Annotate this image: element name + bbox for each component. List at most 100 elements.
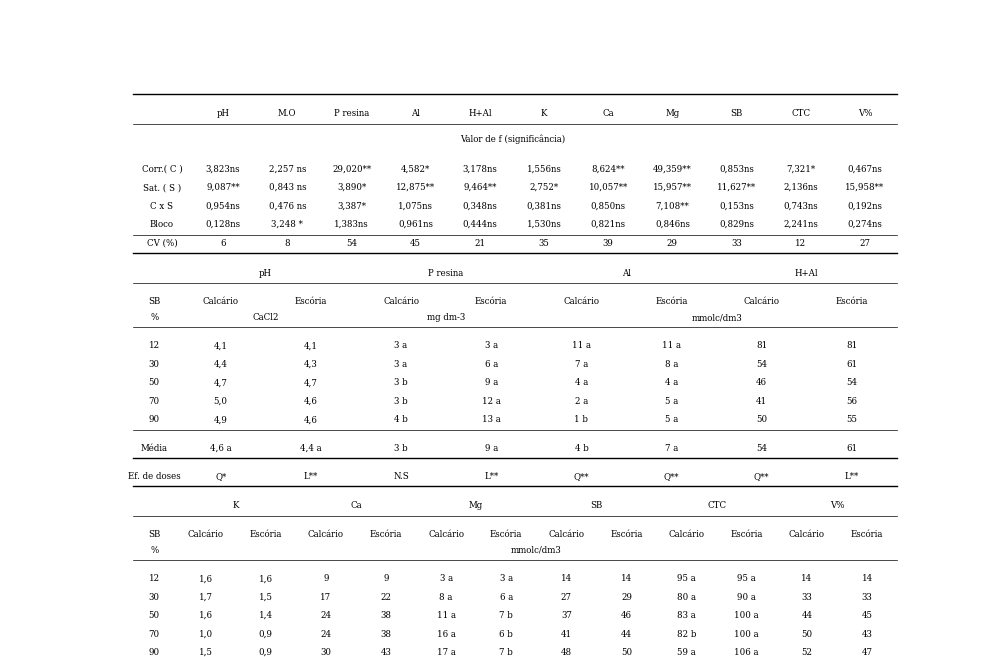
Text: Valor de f (significância): Valor de f (significância) [460,135,566,145]
Text: CTC: CTC [791,109,811,118]
Text: 8 a: 8 a [439,593,452,602]
Text: 4,4: 4,4 [213,360,227,369]
Text: 11,627**: 11,627** [717,183,756,192]
Text: 7 a: 7 a [665,443,679,453]
Text: 0,843 ns: 0,843 ns [268,183,306,192]
Text: 3 a: 3 a [484,342,497,350]
Text: Calcário: Calcário [744,297,780,306]
Text: 1,5: 1,5 [198,648,212,657]
Text: Escória: Escória [294,297,327,306]
Text: 17 a: 17 a [436,648,455,657]
Text: Calcário: Calcário [428,530,464,539]
Text: 0,9: 0,9 [258,648,272,657]
Text: 7 b: 7 b [499,611,514,620]
Text: 14: 14 [862,574,873,583]
Text: 1,4: 1,4 [258,611,272,620]
Text: 7 a: 7 a [575,360,588,369]
Text: 6 a: 6 a [499,593,513,602]
Text: P resina: P resina [428,269,463,277]
Text: 59 a: 59 a [678,648,696,657]
Text: 12: 12 [795,238,807,248]
Text: 4,7: 4,7 [304,378,317,388]
Text: 0,476 ns: 0,476 ns [268,202,306,210]
Text: 21: 21 [474,238,485,248]
Text: 33: 33 [731,238,742,248]
Text: 61: 61 [847,443,858,453]
Text: 11 a: 11 a [662,342,681,350]
Text: C x S: C x S [150,202,173,210]
Text: Calcário: Calcário [564,297,600,306]
Text: 6 b: 6 b [499,629,514,639]
Text: 33: 33 [802,593,812,602]
Text: 0,821ns: 0,821ns [591,220,626,229]
Text: Mg: Mg [666,109,680,118]
Text: 24: 24 [320,629,331,639]
Text: Calcário: Calcário [202,297,238,306]
Text: 2,257 ns: 2,257 ns [268,164,306,173]
Text: Calcário: Calcário [669,530,705,539]
Text: 106 a: 106 a [735,648,759,657]
Text: 29: 29 [667,238,678,248]
Text: 47: 47 [862,648,873,657]
Text: Mg: Mg [469,501,483,510]
Text: 0,381ns: 0,381ns [527,202,562,210]
Text: 46: 46 [621,611,632,620]
Text: 12 a: 12 a [481,397,500,406]
Text: Bloco: Bloco [150,220,174,229]
Text: 1,0: 1,0 [198,629,212,639]
Text: 8,624**: 8,624** [592,164,625,173]
Text: 1,6: 1,6 [198,574,212,583]
Text: 16 a: 16 a [436,629,455,639]
Text: L**: L** [484,472,498,481]
Text: 3,890*: 3,890* [337,183,366,192]
Text: 4,6: 4,6 [304,415,317,424]
Text: 44: 44 [621,629,632,639]
Text: pH: pH [216,109,229,118]
Text: 27: 27 [860,238,871,248]
Text: %: % [150,313,158,322]
Text: 49,359**: 49,359** [653,164,692,173]
Text: Al: Al [622,269,631,277]
Text: 35: 35 [539,238,550,248]
Text: 17: 17 [320,593,331,602]
Text: 80 a: 80 a [677,593,696,602]
Text: 44: 44 [802,611,813,620]
Text: 0,274ns: 0,274ns [848,220,882,229]
Text: 7 b: 7 b [499,648,514,657]
Text: H+Al: H+Al [468,109,491,118]
Text: 37: 37 [561,611,572,620]
Text: 50: 50 [801,629,813,639]
Text: %: % [150,546,158,555]
Text: 1,6: 1,6 [258,574,272,583]
Text: 5,0: 5,0 [213,397,227,406]
Text: 0,853ns: 0,853ns [719,164,754,173]
Text: 12: 12 [149,342,160,350]
Text: 90: 90 [149,648,160,657]
Text: 41: 41 [561,629,572,639]
Text: 4,9: 4,9 [213,415,227,424]
Text: 11 a: 11 a [436,611,455,620]
Text: 3 b: 3 b [394,443,407,453]
Text: 3,248 *: 3,248 * [271,220,303,229]
Text: 81: 81 [756,342,768,350]
Text: 5 a: 5 a [665,415,679,424]
Text: 1,530ns: 1,530ns [527,220,562,229]
Text: 14: 14 [621,574,632,583]
Text: 30: 30 [149,360,160,369]
Text: 81: 81 [846,342,858,350]
Text: 2,752*: 2,752* [530,183,559,192]
Text: H+Al: H+Al [795,269,819,277]
Text: 0,348ns: 0,348ns [462,202,497,210]
Text: 0,954ns: 0,954ns [206,202,240,210]
Text: 8: 8 [284,238,290,248]
Text: Escória: Escória [851,530,883,539]
Text: 70: 70 [149,629,160,639]
Text: 0,846ns: 0,846ns [655,220,690,229]
Text: 100 a: 100 a [735,611,759,620]
Text: 2,241ns: 2,241ns [784,220,818,229]
Text: 45: 45 [410,238,421,248]
Text: 15,958**: 15,958** [846,183,885,192]
Text: Escória: Escória [490,530,523,539]
Text: 43: 43 [862,629,873,639]
Text: 4,6 a: 4,6 a [210,443,231,453]
